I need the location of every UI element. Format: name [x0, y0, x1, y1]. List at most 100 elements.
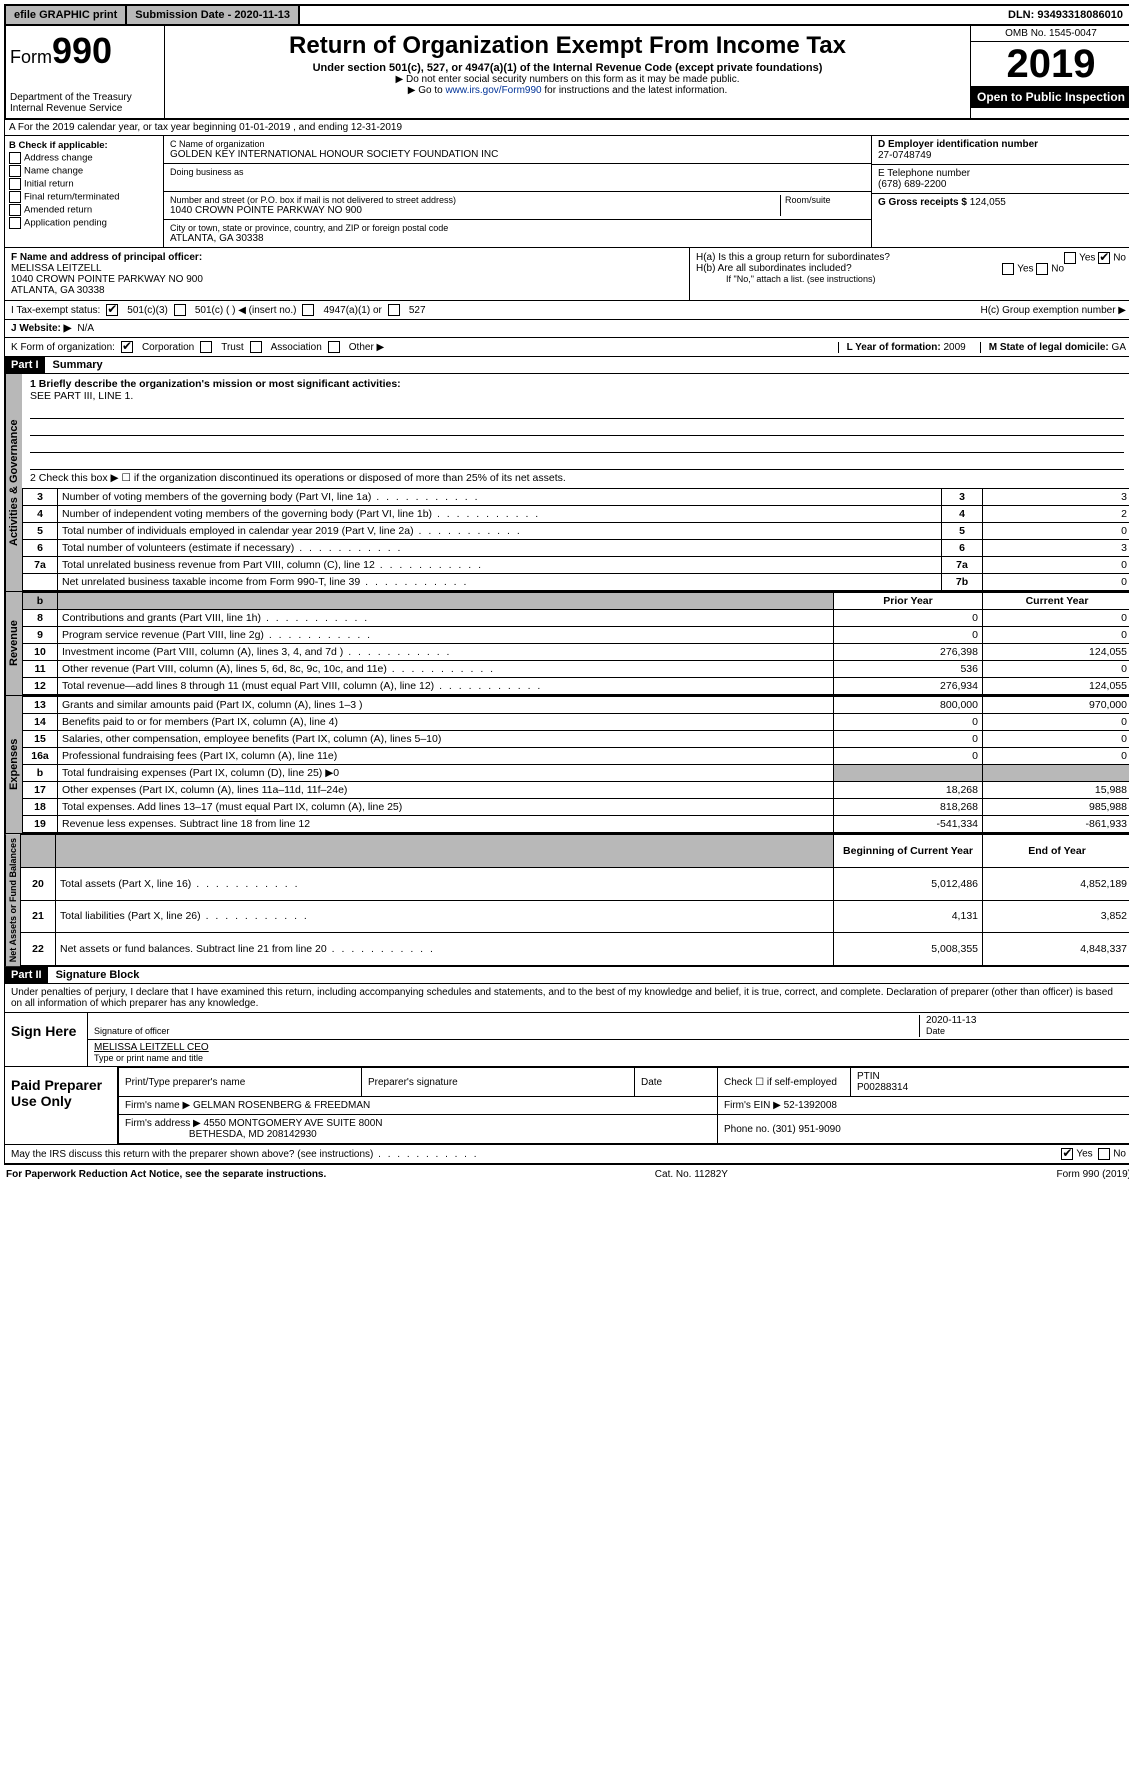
line-num: 5 [23, 523, 58, 540]
line-num: 12 [23, 678, 58, 695]
firm-addr1: 4550 MONTGOMERY AVE SUITE 800N [204, 1118, 383, 1129]
line-num: 17 [23, 782, 58, 799]
current-value: -861,933 [983, 816, 1129, 833]
gross-receipts-label: G Gross receipts $ [878, 197, 967, 208]
room-label: Room/suite [780, 195, 865, 216]
line1-value: SEE PART III, LINE 1. [30, 390, 133, 402]
sign-here-label: Sign Here [5, 1013, 87, 1066]
ha-yes[interactable]: Yes [1079, 253, 1095, 264]
open-public-badge: Open to Public Inspection [971, 86, 1129, 108]
domicile-label: M State of legal domicile: [989, 342, 1109, 353]
current-value: 0 [983, 714, 1129, 731]
row-j: J Website: ▶ N/A [4, 320, 1129, 338]
current-value: 124,055 [983, 678, 1129, 695]
dept-label: Department of the Treasury [10, 92, 160, 103]
form-title: Return of Organization Exempt From Incom… [169, 32, 966, 60]
prior-value: 276,398 [834, 644, 983, 661]
prior-value: 0 [834, 731, 983, 748]
line-value: 0 [983, 557, 1129, 574]
prep-selfemp[interactable]: Check ☐ if self-employed [718, 1068, 851, 1097]
cb-initial-return[interactable]: Initial return [24, 179, 74, 190]
prior-value: 818,268 [834, 799, 983, 816]
begin-value: 5,012,486 [834, 867, 983, 900]
current-value: 0 [983, 610, 1129, 627]
cb-name-change[interactable]: Name change [24, 166, 83, 177]
current-value: 0 [983, 661, 1129, 678]
end-value: 4,848,337 [983, 933, 1129, 966]
cb-address-change[interactable]: Address change [24, 153, 93, 164]
line-num: 22 [21, 933, 56, 966]
line-desc: Total fundraising expenses (Part IX, col… [58, 765, 834, 782]
discuss-no[interactable]: No [1113, 1149, 1126, 1160]
ha-no[interactable]: No [1113, 253, 1126, 264]
current-value: 124,055 [983, 644, 1129, 661]
note-ssn: ▶ Do not enter social security numbers o… [169, 74, 966, 85]
instructions-link[interactable]: www.irs.gov/Form990 [445, 85, 541, 96]
opt-trust[interactable]: Trust [221, 342, 243, 353]
hb-no[interactable]: No [1051, 264, 1064, 275]
line-value: 3 [983, 540, 1129, 557]
opt-501c[interactable]: 501(c) ( ) ◀ (insert no.) [195, 305, 297, 316]
perjury-text: Under penalties of perjury, I declare th… [4, 984, 1129, 1013]
prep-date-header: Date [635, 1068, 718, 1097]
cb-final-return[interactable]: Final return/terminated [24, 192, 120, 203]
line-num: 19 [23, 816, 58, 833]
prior-value: 276,934 [834, 678, 983, 695]
line-desc: Total revenue—add lines 8 through 11 (mu… [58, 678, 834, 695]
tab-revenue: Revenue [5, 592, 22, 695]
prior-value: 0 [834, 714, 983, 731]
form-org-label: K Form of organization: [11, 342, 115, 353]
ha-label: H(a) Is this a group return for subordin… [696, 252, 890, 263]
line-desc: Total number of individuals employed in … [58, 523, 942, 540]
line-desc: Other expenses (Part IX, column (A), lin… [58, 782, 834, 799]
opt-other[interactable]: Other ▶ [349, 342, 384, 353]
hc-label: H(c) Group exemption number ▶ [980, 305, 1126, 316]
cb-amended[interactable]: Amended return [24, 205, 92, 216]
ptin-label: PTIN [857, 1071, 880, 1082]
form-prefix: Form [10, 47, 52, 67]
irs-label: Internal Revenue Service [10, 103, 160, 114]
part1-title: Summary [45, 357, 111, 373]
year-formation: 2009 [943, 342, 965, 353]
ein-value: 27-0748749 [878, 150, 931, 161]
opt-501c3[interactable]: 501(c)(3) [127, 305, 168, 316]
form-subtitle: Under section 501(c), 527, or 4947(a)(1)… [169, 62, 966, 74]
ptin-value: P00288314 [857, 1082, 908, 1093]
line-box: 7a [942, 557, 983, 574]
line-num: b [23, 765, 58, 782]
omb-number: OMB No. 1545-0047 [971, 26, 1129, 42]
prior-value: 0 [834, 748, 983, 765]
line-desc: Net unrelated business taxable income fr… [58, 574, 942, 591]
prior-value: 800,000 [834, 697, 983, 714]
line-num: 14 [23, 714, 58, 731]
entity-block: B Check if applicable: Address change Na… [4, 136, 1129, 248]
hb-yes[interactable]: Yes [1017, 264, 1033, 275]
discuss-question: May the IRS discuss this return with the… [11, 1149, 479, 1160]
org-name: GOLDEN KEY INTERNATIONAL HONOUR SOCIETY … [170, 149, 865, 160]
line-num: 6 [23, 540, 58, 557]
prior-value: 0 [834, 627, 983, 644]
current-value: 0 [983, 731, 1129, 748]
tab-netassets: Net Assets or Fund Balances [5, 834, 20, 966]
hb-note: If "No," attach a list. (see instruction… [696, 274, 1126, 284]
box-b-label: B Check if applicable: [9, 140, 108, 151]
opt-corp[interactable]: Corporation [142, 342, 194, 353]
opt-assoc[interactable]: Association [271, 342, 322, 353]
note-goto-post: for instructions and the latest informat… [542, 85, 728, 96]
opt-527[interactable]: 527 [409, 305, 426, 316]
tab-activities: Activities & Governance [5, 374, 22, 591]
sig-date: 2020-11-13 [926, 1015, 976, 1026]
current-value: 0 [983, 748, 1129, 765]
opt-4947[interactable]: 4947(a)(1) or [323, 305, 381, 316]
line1-label: 1 Briefly describe the organization's mi… [30, 378, 401, 390]
current-value [983, 765, 1129, 782]
discuss-yes[interactable]: Yes [1076, 1149, 1092, 1160]
line-num: 8 [23, 610, 58, 627]
line-num: 10 [23, 644, 58, 661]
cb-app-pending[interactable]: Application pending [24, 218, 107, 229]
firm-phone-label: Phone no. [724, 1124, 770, 1135]
website-label: J Website: ▶ [11, 323, 71, 334]
line-value: 0 [983, 523, 1129, 540]
efile-button[interactable]: efile GRAPHIC print [6, 6, 127, 24]
line-desc: Total unrelated business revenue from Pa… [58, 557, 942, 574]
